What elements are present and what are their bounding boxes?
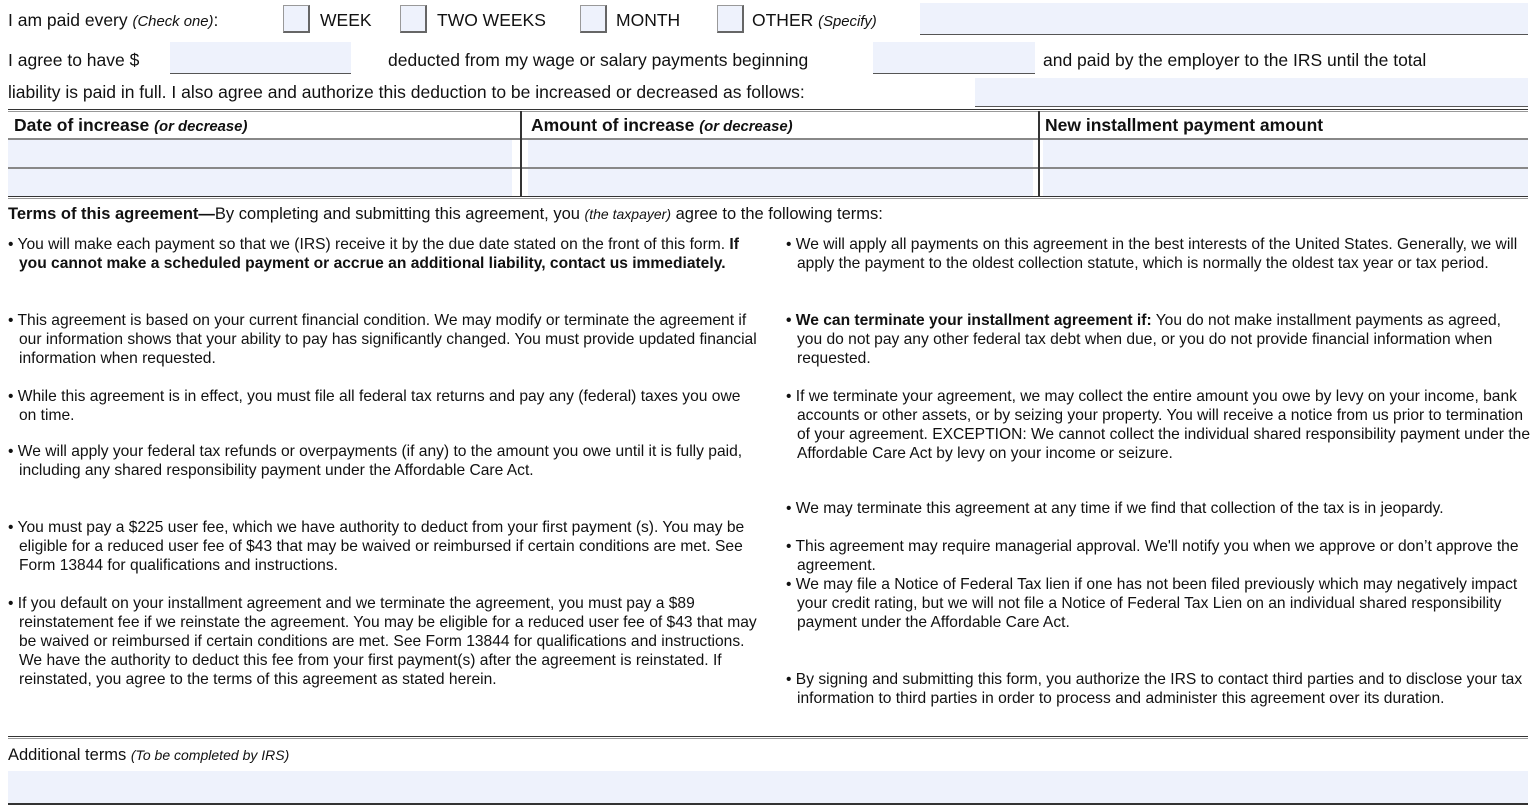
other-checkbox[interactable] xyxy=(717,5,744,33)
week-checkbox[interactable] xyxy=(283,5,310,33)
terms-intro-end: agree to the following terms: xyxy=(671,205,883,223)
other-label: OTHER (Specify) xyxy=(752,10,877,31)
terms-title: Terms of this agreement— xyxy=(8,205,215,223)
two-weeks-label: TWO WEEKS xyxy=(437,10,546,30)
terms-item: • If you default on your installment agr… xyxy=(8,594,760,689)
bold-text: If you cannot make a scheduled payment o… xyxy=(19,236,739,272)
term-text: • You must pay a $225 user fee, which we… xyxy=(8,519,745,574)
row-divider xyxy=(8,167,1528,169)
agree-amount-text: I agree to have $ xyxy=(8,50,140,70)
additional-terms-label: Additional terms (To be completed by IRS… xyxy=(8,746,289,765)
terms-item: • We will apply all payments on this agr… xyxy=(786,235,1530,273)
table-bottom-border xyxy=(8,196,1528,199)
terms-heading: Terms of this agreement—By completing an… xyxy=(8,205,883,224)
terms-item: • We may terminate this agreement at any… xyxy=(786,499,1530,518)
column-divider xyxy=(520,111,522,197)
terms-item: • This agreement is based on your curren… xyxy=(8,311,760,368)
hint-text: (To be completed by IRS) xyxy=(130,747,290,763)
terms-intro: By completing and submitting this agreem… xyxy=(214,205,585,223)
terms-item: • This agreement may require managerial … xyxy=(786,537,1530,575)
term-text: • While this agreement is in effect, you… xyxy=(8,388,741,424)
terms-item: • While this agreement is in effect, you… xyxy=(8,387,760,425)
liability-text: liability is paid in full. I also agree … xyxy=(8,82,805,102)
terms-item: • You must pay a $225 user fee, which we… xyxy=(8,518,760,575)
row1-new-amount-field[interactable] xyxy=(1043,140,1528,167)
header-new-amount: New installment payment amount xyxy=(1045,115,1323,136)
specify-hint: (Specify) xyxy=(818,14,877,30)
term-text: • We may terminate this agreement at any… xyxy=(786,500,1444,517)
term-text: • We will apply all payments on this agr… xyxy=(786,236,1518,272)
term-text: • By signing and submitting this form, y… xyxy=(786,671,1523,707)
header-hint: (or decrease) xyxy=(154,119,248,135)
table-top-border xyxy=(8,109,1528,112)
term-text: • This agreement may require managerial … xyxy=(786,538,1519,574)
header-divider xyxy=(8,138,1528,140)
row1-date-field[interactable] xyxy=(8,140,512,167)
row2-new-amount-field[interactable] xyxy=(1043,169,1528,196)
header-amount: Amount of increase (or decrease) xyxy=(531,115,793,136)
terms-bottom-border xyxy=(8,736,1528,739)
month-label: MONTH xyxy=(616,10,681,30)
term-text: • If you default on your installment agr… xyxy=(8,595,757,688)
deduction-amount-field[interactable] xyxy=(170,42,351,74)
header-text: Amount of increase xyxy=(531,115,700,135)
term-text: • We will apply your federal tax refunds… xyxy=(8,443,743,479)
week-label: WEEK xyxy=(320,10,372,30)
hint-text: (Check one) xyxy=(132,14,214,30)
deducted-text: deducted from my wage or salary payments… xyxy=(388,50,809,70)
row2-date-field[interactable] xyxy=(8,169,512,196)
label-text: Additional terms xyxy=(8,746,131,764)
terms-item: • We may file a Notice of Federal Tax li… xyxy=(786,575,1530,632)
term-text: You do not make installment payments as … xyxy=(797,312,1501,367)
bold-text: • We can terminate your installment agre… xyxy=(786,312,1152,329)
other-specify-field[interactable] xyxy=(920,3,1528,35)
terms-item: • You will make each payment so that we … xyxy=(8,235,760,273)
terms-item: • We will apply your federal tax refunds… xyxy=(8,442,760,480)
terms-hint: (the taxpayer) xyxy=(584,206,672,222)
terms-item: • By signing and submitting this form, y… xyxy=(786,670,1530,708)
increase-terms-field[interactable] xyxy=(975,78,1528,107)
two-weeks-checkbox[interactable] xyxy=(400,5,427,33)
column-divider xyxy=(1038,111,1040,197)
colon: : xyxy=(213,10,219,30)
pay-frequency-label: I am paid every (Check one): xyxy=(8,10,218,31)
header-text: New installment payment amount xyxy=(1045,115,1324,135)
terms-item: • If we terminate your agreement, we may… xyxy=(786,387,1530,463)
term-text: • You will make each payment so that we … xyxy=(8,236,730,253)
header-date: Date of increase (or decrease) xyxy=(14,115,247,136)
terms-item: • We can terminate your installment agre… xyxy=(786,311,1530,368)
beginning-date-field[interactable] xyxy=(873,42,1035,74)
additional-terms-field[interactable] xyxy=(8,771,1528,805)
paid-by-employer-text: and paid by the employer to the IRS unti… xyxy=(1043,50,1427,70)
header-text: Date of increase xyxy=(14,115,155,135)
header-hint: (or decrease) xyxy=(699,119,793,135)
month-checkbox[interactable] xyxy=(580,5,607,33)
label-text: I am paid every xyxy=(8,10,133,30)
row2-amount-field[interactable] xyxy=(528,169,1033,196)
term-text: • We may file a Notice of Federal Tax li… xyxy=(786,576,1518,631)
other-text: OTHER xyxy=(752,10,814,30)
term-text: • This agreement is based on your curren… xyxy=(8,312,757,367)
term-text: • If we terminate your agreement, we may… xyxy=(786,388,1530,462)
row1-amount-field[interactable] xyxy=(528,140,1033,167)
